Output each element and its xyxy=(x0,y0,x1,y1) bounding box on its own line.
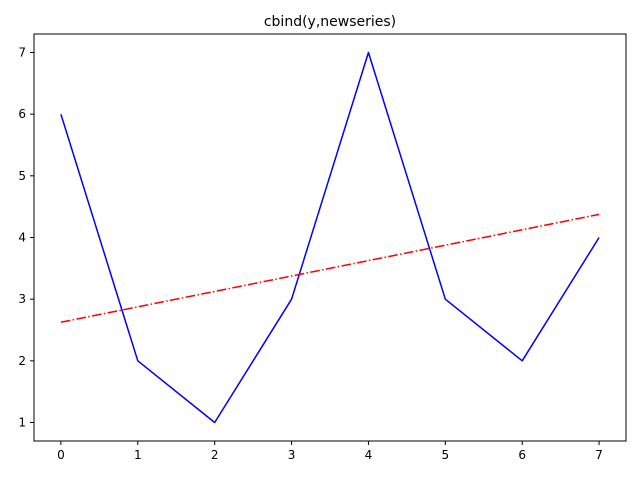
y-tick-label: 6 xyxy=(18,107,26,121)
x-tick-label: 7 xyxy=(595,448,603,462)
y-tick-label: 2 xyxy=(18,354,26,368)
y-tick-label: 3 xyxy=(18,292,26,306)
x-tick-label: 2 xyxy=(211,448,219,462)
chart-title: cbind(y,newseries) xyxy=(264,14,396,30)
series-layer xyxy=(60,51,600,424)
y-tick-label: 5 xyxy=(18,169,26,183)
y-tick-label: 7 xyxy=(18,46,26,60)
x-tick-label: 6 xyxy=(518,448,526,462)
x-tick-label: 4 xyxy=(365,448,373,462)
series-line-2 xyxy=(60,213,600,324)
ticks-layer: 0 1 2 3 4 5 6 7 1 2 3 4 5 6 7 xyxy=(18,46,603,463)
x-tick-label: 1 xyxy=(134,448,142,462)
axes-layer xyxy=(33,33,627,442)
series-line-1 xyxy=(60,51,600,424)
x-tick-label: 0 xyxy=(57,448,65,462)
plot-frame xyxy=(33,33,627,442)
x-tick-label: 5 xyxy=(442,448,450,462)
y-tick-label: 4 xyxy=(18,231,26,245)
y-tick-label: 1 xyxy=(18,416,26,430)
x-tick-label: 3 xyxy=(288,448,296,462)
